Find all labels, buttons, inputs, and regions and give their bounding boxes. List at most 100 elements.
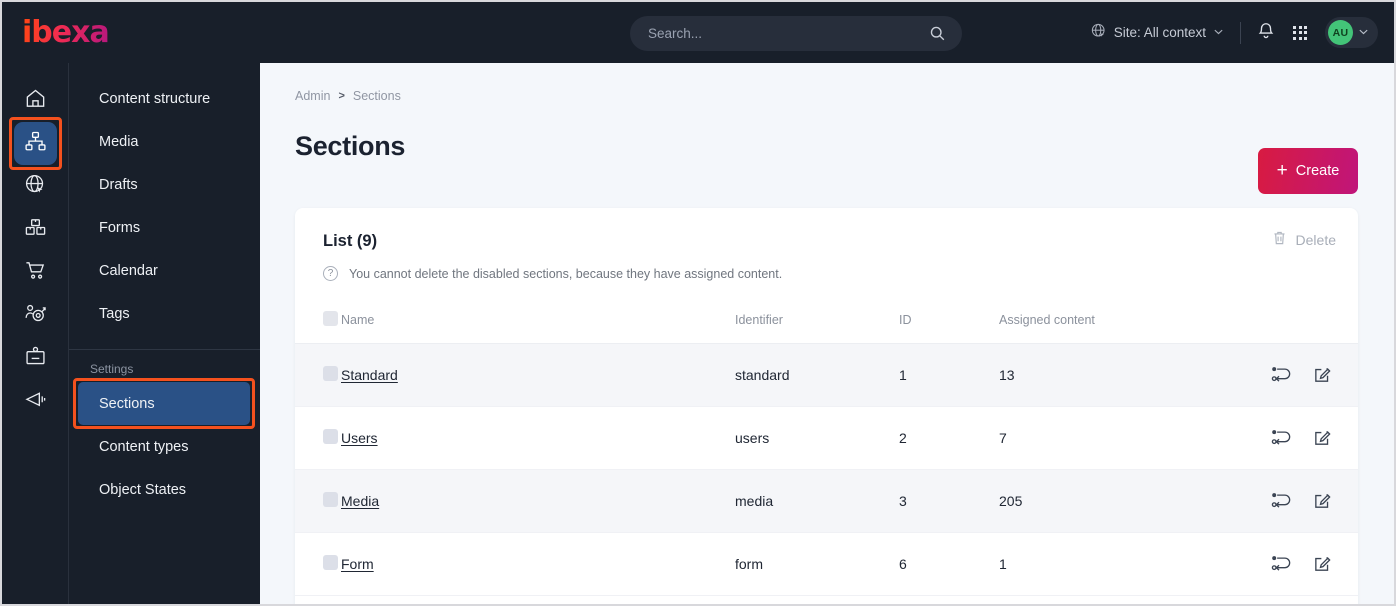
page-title: Sections [295, 131, 406, 161]
rail-item-identity[interactable] [14, 337, 57, 380]
cell-id: 6 [899, 556, 907, 572]
sidebar-item-content-structure[interactable]: Content structure [78, 77, 250, 120]
column-header-id[interactable]: ID [899, 302, 999, 344]
sidebar-item-calendar[interactable]: Calendar [78, 249, 250, 292]
global-search[interactable] [630, 16, 962, 51]
search-icon[interactable] [929, 25, 946, 47]
cell-actions [1249, 407, 1358, 470]
row-checkbox[interactable] [323, 429, 338, 444]
shopping-cart-icon [24, 259, 47, 287]
column-header-name[interactable]: Name [341, 302, 735, 344]
row-select-cell [295, 470, 341, 533]
section-link[interactable]: Media [341, 493, 380, 509]
sidebar-item-label: Tags [99, 305, 130, 322]
assign-content-icon[interactable] [1271, 366, 1291, 383]
sidebar-item-content-types[interactable]: Content types [78, 425, 250, 468]
list-hint-text: You cannot delete the disabled sections,… [349, 266, 783, 281]
delete-button-label: Delete [1295, 231, 1336, 248]
delete-button[interactable]: Delete [1272, 230, 1336, 249]
cell-identifier: media [735, 493, 774, 509]
section-link[interactable]: Standard [341, 367, 398, 383]
globe-cursor-icon [1091, 23, 1107, 42]
rail-item-commerce[interactable] [14, 251, 57, 294]
top-bar: ibexa Site: All context [2, 2, 1394, 63]
site-context-selector[interactable]: Site: All context [1091, 23, 1238, 42]
sidebar-item-sections[interactable]: Sections [78, 382, 250, 425]
assign-content-icon[interactable] [1271, 555, 1291, 572]
sidebar-item-label: Content types [99, 438, 189, 455]
cell-name: Standard [341, 344, 735, 407]
divider [1240, 21, 1241, 44]
bell-icon [1257, 21, 1275, 45]
question-circle-icon: ? [323, 266, 338, 281]
table-row[interactable]: Standard standard 1 13 [295, 343, 1358, 407]
column-header-identifier[interactable]: Identifier [735, 302, 899, 344]
table-row[interactable]: Form form 6 1 [295, 533, 1358, 596]
rail-item-home[interactable] [14, 79, 57, 122]
list-hint: ? You cannot delete the disabled section… [323, 266, 1330, 281]
create-button[interactable]: + Create [1258, 148, 1358, 194]
edit-icon[interactable] [1313, 491, 1332, 510]
section-link[interactable]: Users [341, 430, 378, 446]
cell-actions [1249, 344, 1358, 407]
column-header-assigned-content[interactable]: Assigned content [999, 302, 1249, 344]
row-checkbox[interactable] [323, 555, 338, 570]
sidebar-item-media[interactable]: Media [78, 120, 250, 163]
sections-list-card: List (9) ? You cannot delete the disable… [295, 208, 1358, 604]
sidebar-item-label: Object States [99, 481, 187, 498]
avatar: AU [1328, 20, 1353, 45]
rail-item-personalization[interactable] [14, 294, 57, 337]
search-input[interactable] [630, 16, 900, 51]
ibexa-logo[interactable]: ibexa [22, 14, 110, 50]
create-button-label: Create [1295, 163, 1340, 179]
cell-id: 2 [899, 430, 907, 446]
section-link[interactable]: Form [341, 556, 374, 572]
card-header: List (9) ? You cannot delete the disable… [295, 208, 1358, 281]
sidebar-item-forms[interactable]: Forms [78, 206, 250, 249]
breadcrumb-item-admin[interactable]: Admin [295, 89, 331, 103]
column-header-actions [1249, 302, 1358, 344]
sidebar-item-tags[interactable]: Tags [78, 292, 250, 335]
rail-item-content-structure[interactable] [13, 122, 57, 165]
row-select-cell [295, 344, 341, 407]
cell-name: Form [341, 533, 735, 596]
cell-assigned-content: 13 [999, 367, 1015, 383]
assign-content-icon[interactable] [1271, 429, 1291, 446]
assign-content-icon[interactable] [1271, 492, 1291, 509]
sidebar-item-label: Content structure [99, 90, 211, 107]
sections-table: Name Identifier ID Assigned content Stan… [295, 302, 1358, 596]
row-select-cell [295, 407, 341, 470]
row-checkbox[interactable] [323, 492, 338, 507]
secondary-nav: Content structure Media Drafts Forms Cal… [69, 63, 260, 604]
sidebar-item-object-states[interactable]: Object States [78, 468, 250, 511]
table-header: Name Identifier ID Assigned content [295, 302, 1358, 344]
select-all-checkbox[interactable] [323, 311, 338, 326]
trash-icon [1272, 230, 1287, 249]
rail-item-site-management[interactable] [14, 165, 57, 208]
apps-button[interactable] [1293, 25, 1307, 40]
edit-icon[interactable] [1313, 428, 1332, 447]
table-row[interactable]: Users users 2 7 [295, 407, 1358, 470]
breadcrumb-item-sections[interactable]: Sections [352, 89, 401, 103]
cell-identifier: form [735, 556, 763, 572]
edit-icon[interactable] [1313, 554, 1332, 573]
cell-id: 3 [899, 493, 907, 509]
table-row[interactable]: Media media 3 205 [295, 469, 1358, 533]
plus-icon: + [1276, 159, 1288, 181]
sidebar-item-drafts[interactable]: Drafts [78, 163, 250, 206]
sidebar-item-label: Sections [99, 395, 155, 412]
rail-item-campaigns[interactable] [14, 380, 57, 423]
row-checkbox[interactable] [323, 366, 338, 381]
globe-cursor-icon [24, 173, 47, 201]
notifications-button[interactable] [1257, 21, 1275, 45]
edit-icon[interactable] [1313, 365, 1332, 384]
cell-actions [1249, 470, 1358, 533]
chevron-down-icon [1213, 25, 1224, 40]
rail-item-content-wrap [8, 117, 62, 170]
rail-item-products[interactable] [14, 208, 57, 251]
user-menu[interactable]: AU [1325, 17, 1378, 48]
cell-assigned-content: 1 [999, 556, 1007, 572]
target-user-icon [24, 302, 47, 330]
sidebar-item-label: Calendar [99, 262, 158, 279]
top-bar-right: Site: All context [1091, 2, 1378, 63]
